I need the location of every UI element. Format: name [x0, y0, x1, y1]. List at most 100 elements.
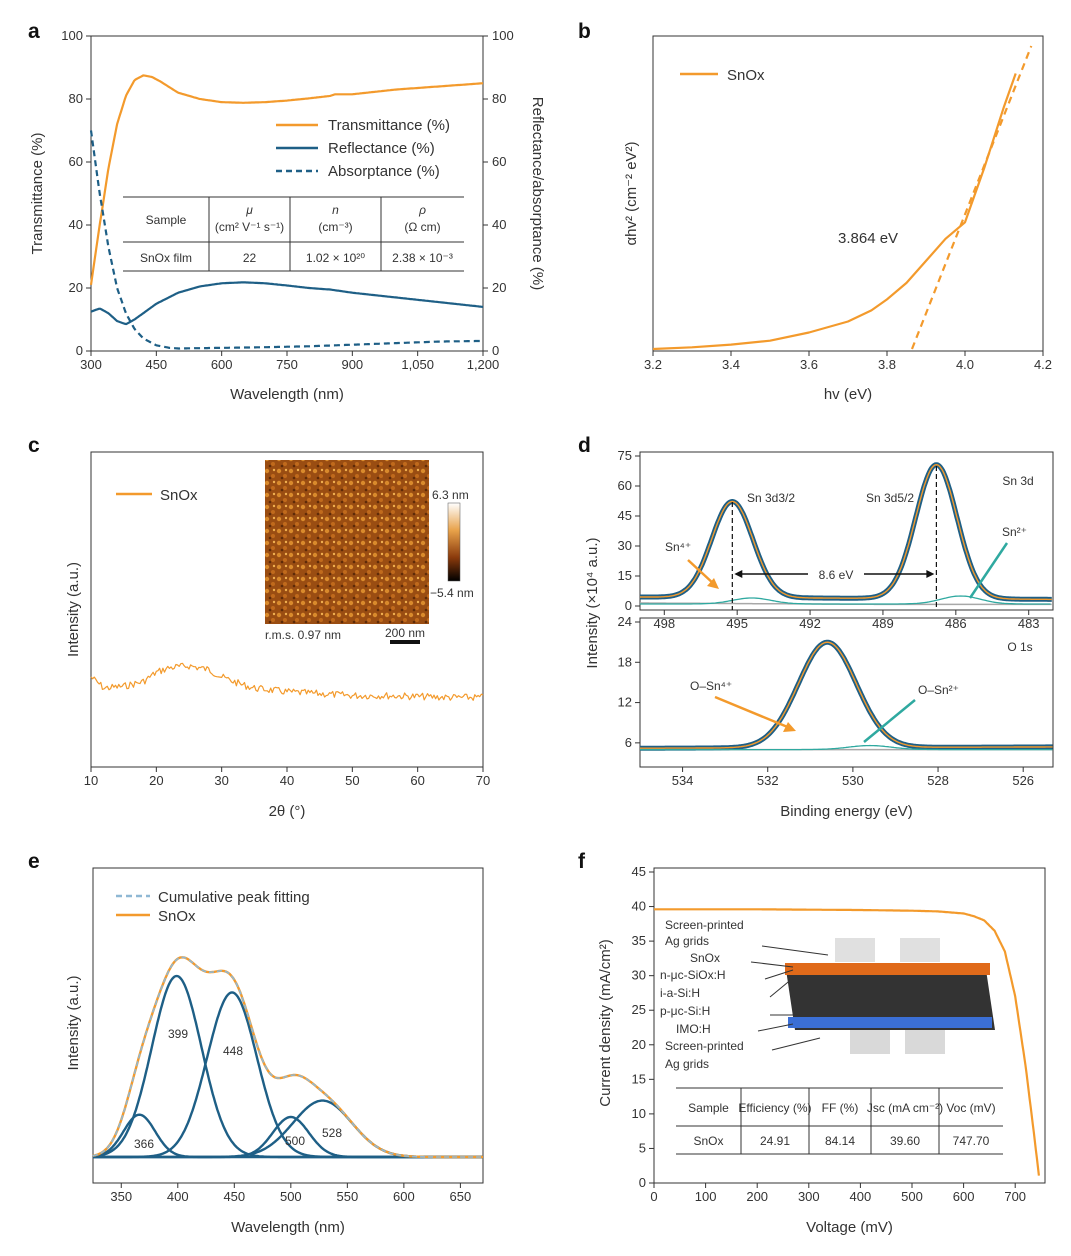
panel-f-table-header: Sample [688, 1101, 729, 1115]
panel-d-bottom-y-tick-label: 18 [618, 654, 632, 669]
panel-d-top-y-tick-label: 0 [625, 598, 632, 613]
panel-e-x-label: Wavelength (nm) [231, 1219, 345, 1236]
panel-f-x-tick-label: 300 [798, 1189, 820, 1204]
device-layer-label-0: Screen-printed [665, 918, 744, 932]
panel-f-y-tick-label: 25 [632, 1002, 646, 1017]
device-layer-label-7: Screen-printed [665, 1039, 744, 1053]
panel-a-y2-tick-label: 20 [492, 280, 506, 295]
panel-d-osn2-arrow [863, 699, 916, 743]
panel-f-x-tick-label: 500 [901, 1189, 923, 1204]
panel-e-legend-label: SnOx [158, 908, 196, 925]
panel-e-peak-label: 399 [168, 1027, 188, 1041]
panel-e-peak-label: 448 [223, 1044, 243, 1058]
panel-a-table-header-unit: (Ω cm) [404, 220, 440, 234]
panel-a-x-tick-label: 750 [276, 357, 298, 372]
panel-d-bottom-data [638, 639, 1054, 751]
panel-f-series-snox [653, 908, 1040, 1176]
panel-d-top-x-tick-label: 483 [1018, 616, 1040, 631]
panel-b-x-tick-label: 3.4 [722, 357, 740, 372]
panel-a-x-tick-label: 450 [145, 357, 167, 372]
panel-label-e: e [28, 850, 40, 873]
panel-f-table-header: Voc (mV) [946, 1101, 995, 1115]
panel-d-top-x-tick-label: 498 [653, 616, 675, 631]
panel-d-top-y-tick-label: 45 [618, 508, 632, 523]
panel-a-y2-tick-label: 40 [492, 217, 506, 232]
panel-f-table-header: Efficiency (%) [738, 1101, 811, 1115]
panel-a-x-tick-label: 1,200 [467, 357, 500, 372]
panel-f-table-header: FF (%) [822, 1101, 859, 1115]
panel-d-bottom-y-tick-label: 12 [618, 695, 632, 710]
panel-b-x-tick-label: 3.6 [800, 357, 818, 372]
panel-a-y-tick-label: 20 [69, 280, 83, 295]
panel-d-bottom-x-tick-label: 530 [842, 773, 864, 788]
panel-a-table-cell: SnOx film [140, 251, 192, 265]
panel-f-x-tick-label: 400 [850, 1189, 872, 1204]
panel-d-top-fit [640, 464, 1052, 601]
panel-a-y2-label: Reflectance/absorptance (%) [529, 97, 546, 290]
panel-d-bottom-x-tick-label: 526 [1012, 773, 1034, 788]
panel-a-y2-tick-label: 0 [492, 343, 499, 358]
panel-c-legend-label: SnOx [160, 487, 198, 504]
panel-b-y-label: αhv² (cm⁻² eV²) [623, 141, 640, 245]
device-layer-label-1: Ag grids [665, 934, 709, 948]
panel-a-y-tick-label: 100 [61, 28, 83, 43]
device-bottom-grid [850, 1030, 890, 1054]
panel-d-split-label: 8.6 eV [819, 568, 854, 582]
panel-f-y-tick-label: 5 [639, 1140, 646, 1155]
panel-e-peak-label: 528 [322, 1126, 342, 1140]
panel-a-x-tick-label: 900 [341, 357, 363, 372]
panel-label-d: d [578, 434, 591, 457]
panel-a-series-0 [89, 74, 483, 286]
panel-d-bottom-frame [639, 617, 1054, 768]
panel-d-sn4-arrowhead [707, 578, 719, 589]
panel-c-series-snox [90, 662, 484, 701]
device-imo-layer [788, 1017, 992, 1028]
panel-b-x-tick-label: 4.2 [1034, 357, 1052, 372]
panel-f-x-label: Voltage (mV) [806, 1219, 893, 1236]
device-leader-line [764, 969, 794, 980]
panel-a-y-tick-label: 80 [69, 91, 83, 106]
panel-d-sn2-arrow [968, 542, 1009, 599]
afm-rms-label: r.m.s. 0.97 nm [265, 628, 341, 642]
panel-f-y-tick-label: 30 [632, 968, 646, 983]
panel-d-osn2-label: O–Sn²⁺ [918, 683, 959, 697]
panel-f-y-label: Current density (mA/cm²) [597, 939, 614, 1107]
panel-f-x-tick-label: 0 [650, 1189, 657, 1204]
panel-d-sn4-arrow [687, 559, 716, 586]
panel-d-top-x-tick-label: 486 [945, 616, 967, 631]
panel-d-bottom-x-tick-label: 532 [757, 773, 779, 788]
panel-c-x-tick-label: 70 [476, 773, 490, 788]
panel-d-top-y-tick-label: 75 [618, 448, 632, 463]
panel-label-f: f [578, 850, 586, 873]
panel-d-top-label: Sn 3d [1002, 474, 1033, 488]
panel-a-table-header: ρ [418, 203, 426, 217]
panel-f-y-tick-label: 10 [632, 1106, 646, 1121]
panel-c-x-tick-label: 50 [345, 773, 359, 788]
device-layer-label-8: Ag grids [665, 1057, 709, 1071]
panel-d-sn2-label: Sn²⁺ [1002, 525, 1027, 539]
panel-e-legend-label: Cumulative peak fitting [158, 889, 310, 906]
panel-c-x-tick-label: 40 [280, 773, 294, 788]
panel-d-top-sn2-component [640, 595, 1051, 605]
panel-d-bottom-y-tick-label: 24 [618, 614, 632, 629]
panel-a-legend-label: Absorptance (%) [328, 163, 440, 180]
afm-scale-max: 6.3 nm [432, 488, 469, 502]
panel-f-table-cell: 39.60 [890, 1134, 920, 1148]
panel-d-split-bg [808, 565, 864, 583]
panel-f-table-cell: 84.14 [825, 1134, 855, 1148]
panel-f-x-tick-label: 600 [953, 1189, 975, 1204]
panel-d-bottom-label: O 1s [1007, 640, 1032, 654]
panel-f-y-tick-label: 40 [632, 899, 646, 914]
panel-f-table-cell: SnOx [693, 1134, 723, 1148]
device-top-grid [835, 938, 875, 962]
panel-d-bottom-sn2-component [640, 744, 1053, 751]
panel-e-x-tick-label: 600 [393, 1189, 415, 1204]
panel-a-table-cell: 2.38 × 10⁻³ [392, 251, 453, 265]
panel-f-x-tick-label: 200 [746, 1189, 768, 1204]
panel-f-table-cell: 747.70 [953, 1134, 990, 1148]
panel-e-peak-label: 500 [285, 1134, 305, 1148]
panel-f-table-cell: 24.91 [760, 1134, 790, 1148]
device-leader-line [750, 961, 794, 968]
device-layer-label-5: p-μc-Si:H [660, 1004, 710, 1018]
panel-a-x-tick-label: 300 [80, 357, 102, 372]
